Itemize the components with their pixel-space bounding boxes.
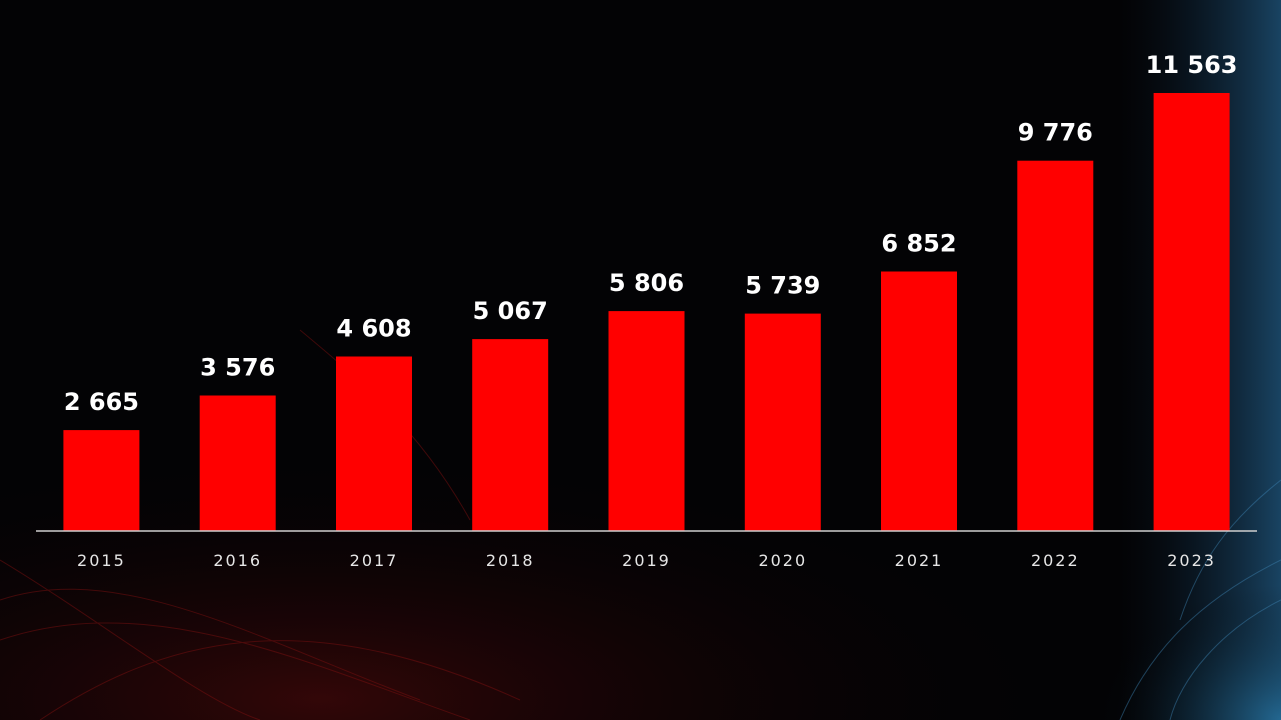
category-label-2022: 2022 [1031, 551, 1080, 570]
value-label-2016: 3 576 [200, 354, 275, 382]
category-label-2020: 2020 [758, 551, 807, 570]
value-label-2023: 11 563 [1146, 51, 1238, 79]
category-label-2017: 2017 [350, 551, 399, 570]
bar-2015 [63, 430, 140, 531]
value-label-2022: 9 776 [1018, 119, 1093, 147]
bar-2020 [744, 313, 821, 531]
bar-2018 [472, 339, 549, 531]
value-label-2021: 6 852 [881, 230, 956, 258]
category-label-2015: 2015 [77, 551, 126, 570]
category-label-2019: 2019 [622, 551, 671, 570]
bar-2022 [1017, 160, 1094, 531]
value-label-2019: 5 806 [609, 269, 684, 297]
value-label-2017: 4 608 [336, 315, 411, 343]
value-label-2018: 5 067 [473, 297, 548, 325]
bar-2019 [608, 311, 685, 531]
bar-2023 [1153, 93, 1230, 531]
category-label-2016: 2016 [213, 551, 262, 570]
value-label-2020: 5 739 [745, 272, 820, 300]
bar-2016 [199, 395, 276, 531]
bar-2017 [336, 356, 412, 531]
value-label-2015: 2 665 [64, 388, 139, 416]
category-label-2021: 2021 [895, 551, 944, 570]
category-label-2018: 2018 [486, 551, 535, 570]
category-label-2023: 2023 [1167, 551, 1216, 570]
bar-2021 [881, 271, 957, 531]
